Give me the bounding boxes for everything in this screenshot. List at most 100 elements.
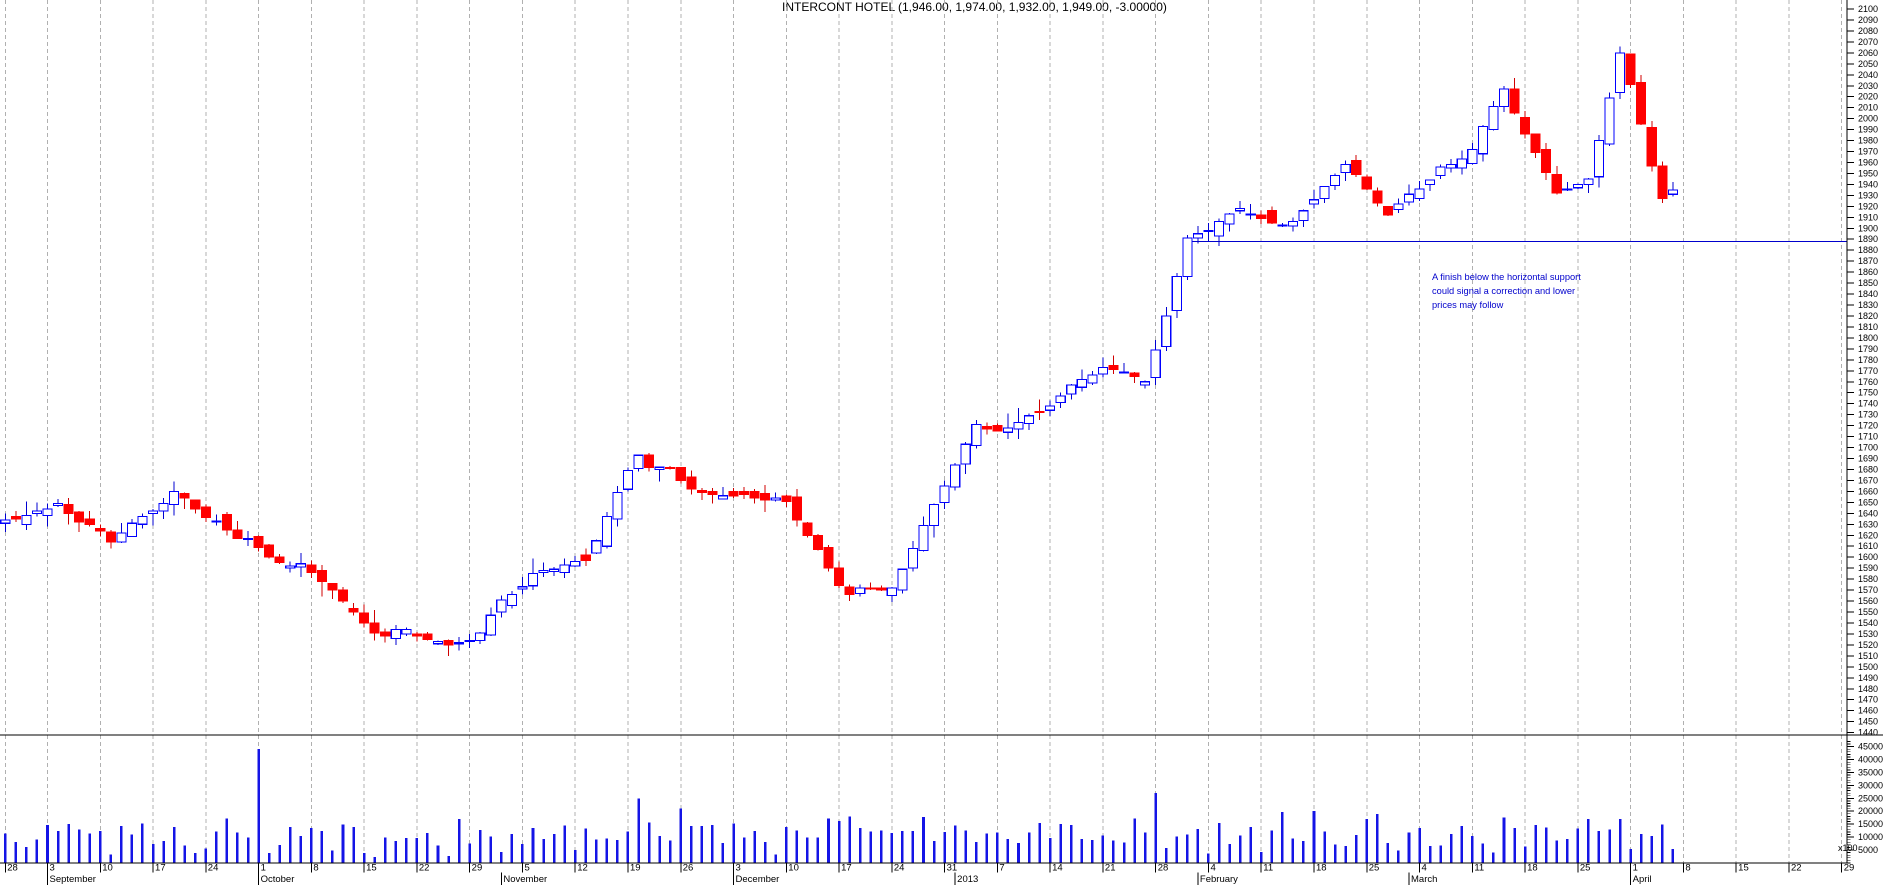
svg-text:INTERCONT HOTEL (1,946.00, 1,9: INTERCONT HOTEL (1,946.00, 1,974.00, 1,9… [782, 0, 1167, 14]
svg-text:22: 22 [1791, 863, 1802, 874]
svg-text:2050: 2050 [1858, 59, 1878, 69]
svg-text:45000: 45000 [1858, 742, 1883, 752]
svg-text:April: April [1633, 874, 1652, 885]
svg-text:1490: 1490 [1858, 673, 1878, 683]
svg-text:1610: 1610 [1858, 541, 1878, 551]
svg-text:1540: 1540 [1858, 618, 1878, 628]
svg-text:1950: 1950 [1858, 168, 1878, 178]
svg-text:15: 15 [366, 863, 377, 874]
svg-text:1510: 1510 [1858, 651, 1878, 661]
svg-text:10: 10 [788, 863, 799, 874]
svg-text:28: 28 [7, 863, 18, 874]
svg-text:4: 4 [1210, 863, 1215, 874]
svg-text:1760: 1760 [1858, 377, 1878, 387]
svg-text:17: 17 [155, 863, 166, 874]
svg-text:24: 24 [894, 863, 905, 874]
svg-text:24: 24 [208, 863, 219, 874]
svg-text:1520: 1520 [1858, 640, 1878, 650]
svg-text:February: February [1200, 874, 1238, 885]
svg-text:25: 25 [1580, 863, 1591, 874]
svg-text:10000: 10000 [1858, 832, 1883, 842]
svg-text:19: 19 [630, 863, 641, 874]
svg-text:1500: 1500 [1858, 662, 1878, 672]
svg-text:1930: 1930 [1858, 190, 1878, 200]
svg-text:29: 29 [1844, 863, 1855, 874]
svg-text:1860: 1860 [1858, 267, 1878, 277]
svg-text:1990: 1990 [1858, 125, 1878, 135]
svg-text:1980: 1980 [1858, 136, 1878, 146]
svg-text:4: 4 [1422, 863, 1427, 874]
svg-text:2010: 2010 [1858, 103, 1878, 113]
svg-text:September: September [49, 874, 95, 885]
svg-text:1970: 1970 [1858, 147, 1878, 157]
svg-text:November: November [503, 874, 547, 885]
svg-text:22: 22 [419, 863, 430, 874]
svg-text:2090: 2090 [1858, 15, 1878, 25]
svg-text:1560: 1560 [1858, 596, 1878, 606]
svg-text:30000: 30000 [1858, 780, 1883, 790]
svg-text:1670: 1670 [1858, 475, 1878, 485]
svg-text:A finish below the horizontal: A finish below the horizontal support [1432, 272, 1581, 282]
svg-text:prices may follow: prices may follow [1432, 300, 1504, 310]
svg-text:2013: 2013 [957, 874, 978, 885]
svg-text:1590: 1590 [1858, 563, 1878, 573]
svg-text:18: 18 [1527, 863, 1538, 874]
svg-text:1960: 1960 [1858, 157, 1878, 167]
svg-text:18: 18 [1316, 863, 1327, 874]
svg-text:2030: 2030 [1858, 81, 1878, 91]
svg-text:1920: 1920 [1858, 201, 1878, 211]
svg-text:28: 28 [1158, 863, 1169, 874]
svg-text:21: 21 [1105, 863, 1116, 874]
svg-text:1810: 1810 [1858, 322, 1878, 332]
svg-text:could signal a correction and: could signal a correction and lower [1432, 286, 1575, 296]
svg-text:14: 14 [1052, 863, 1063, 874]
svg-text:x100: x100 [1838, 843, 1858, 853]
svg-text:1620: 1620 [1858, 530, 1878, 540]
svg-text:2000: 2000 [1858, 114, 1878, 124]
svg-text:1690: 1690 [1858, 454, 1878, 464]
svg-text:40000: 40000 [1858, 755, 1883, 765]
svg-text:1480: 1480 [1858, 684, 1878, 694]
svg-text:15000: 15000 [1858, 819, 1883, 829]
svg-text:2070: 2070 [1858, 37, 1878, 47]
svg-text:1650: 1650 [1858, 497, 1878, 507]
svg-text:1450: 1450 [1858, 717, 1878, 727]
svg-text:1630: 1630 [1858, 519, 1878, 529]
svg-text:1660: 1660 [1858, 486, 1878, 496]
svg-text:1740: 1740 [1858, 399, 1878, 409]
svg-text:October: October [261, 874, 295, 885]
svg-text:29: 29 [472, 863, 483, 874]
svg-text:1800: 1800 [1858, 333, 1878, 343]
svg-text:1640: 1640 [1858, 508, 1878, 518]
svg-text:12: 12 [577, 863, 588, 874]
svg-text:26: 26 [683, 863, 694, 874]
svg-text:1700: 1700 [1858, 443, 1878, 453]
svg-text:5: 5 [524, 863, 529, 874]
svg-text:20000: 20000 [1858, 806, 1883, 816]
svg-text:1460: 1460 [1858, 706, 1878, 716]
svg-text:25000: 25000 [1858, 793, 1883, 803]
svg-text:8: 8 [1685, 863, 1690, 874]
svg-text:2100: 2100 [1858, 4, 1878, 14]
svg-text:2060: 2060 [1858, 48, 1878, 58]
svg-text:1550: 1550 [1858, 607, 1878, 617]
svg-text:31: 31 [947, 863, 958, 874]
svg-text:1840: 1840 [1858, 289, 1878, 299]
svg-text:1790: 1790 [1858, 344, 1878, 354]
svg-text:1600: 1600 [1858, 552, 1878, 562]
svg-text:1710: 1710 [1858, 432, 1878, 442]
svg-text:1720: 1720 [1858, 421, 1878, 431]
svg-text:March: March [1411, 874, 1437, 885]
svg-text:1580: 1580 [1858, 574, 1878, 584]
svg-text:1770: 1770 [1858, 366, 1878, 376]
svg-text:7: 7 [999, 863, 1004, 874]
svg-text:December: December [736, 874, 780, 885]
svg-text:1880: 1880 [1858, 245, 1878, 255]
svg-text:10: 10 [102, 863, 113, 874]
svg-text:1680: 1680 [1858, 464, 1878, 474]
svg-text:1440: 1440 [1858, 728, 1878, 738]
svg-text:1: 1 [261, 863, 266, 874]
svg-text:1850: 1850 [1858, 278, 1878, 288]
svg-text:2020: 2020 [1858, 92, 1878, 102]
svg-text:1750: 1750 [1858, 388, 1878, 398]
